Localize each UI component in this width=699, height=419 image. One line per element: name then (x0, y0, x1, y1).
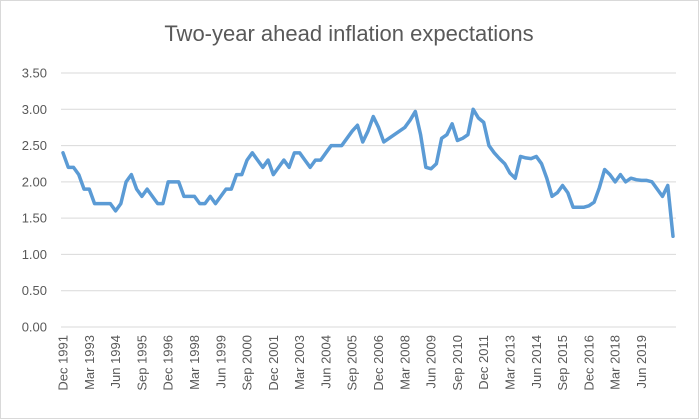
y-tick-label: 0.50 (22, 283, 47, 298)
x-tick-label: Jun 2019 (634, 335, 649, 389)
x-tick-label: Jun 2004 (318, 335, 333, 389)
series-line (61, 107, 675, 239)
y-tick-label: 3.50 (22, 66, 47, 81)
x-tick-label: Jun 1994 (108, 335, 123, 389)
x-axis-tick-labels: Dec 1991 Mar 1993 Jun 1994 Sep 1995 Dec 1996… (56, 335, 649, 391)
grid-lines (61, 72, 676, 328)
x-tick-label: Dec 2006 (371, 335, 386, 391)
x-tick-label: Mar 1993 (82, 335, 97, 390)
y-tick-label: 1.00 (22, 247, 47, 262)
x-tick-label: Mar 2008 (397, 335, 412, 390)
y-tick-label: 2.00 (22, 174, 47, 189)
x-tick-label: Mar 1998 (187, 335, 202, 390)
chart-title: Two-year ahead inflation expectations (164, 21, 533, 46)
x-tick-label: Mar 2018 (608, 335, 623, 390)
y-tick-label: 3.00 (22, 102, 47, 117)
x-tick-label: Jun 2014 (529, 335, 544, 389)
x-tick-label: Mar 2013 (502, 335, 517, 390)
x-tick-label: Mar 2003 (292, 335, 307, 390)
y-tick-label: 1.50 (22, 211, 47, 226)
x-tick-label: Sep 2015 (555, 335, 570, 391)
y-tick-label: 0.00 (22, 320, 47, 335)
x-tick-label: Sep 2000 (240, 335, 255, 391)
x-tick-label: Jun 1999 (213, 335, 228, 389)
x-tick-label: Dec 2016 (581, 335, 596, 391)
x-tick-label: Dec 2011 (476, 335, 491, 390)
y-axis-tick-labels: 0.00 0.50 1.00 1.50 2.00 2.50 3.00 3.50 (22, 66, 47, 335)
x-tick-label: Sep 2005 (345, 335, 360, 391)
x-tick-label: Dec 1991 (56, 335, 71, 391)
y-tick-label: 2.50 (22, 138, 47, 153)
series-layer (61, 107, 675, 239)
x-tick-label: Sep 2010 (450, 335, 465, 391)
x-tick-label: Jun 2009 (424, 335, 439, 389)
x-tick-label: Dec 2001 (266, 335, 281, 391)
x-tick-label: Dec 1996 (161, 335, 176, 391)
x-tick-label: Sep 1995 (134, 335, 149, 391)
